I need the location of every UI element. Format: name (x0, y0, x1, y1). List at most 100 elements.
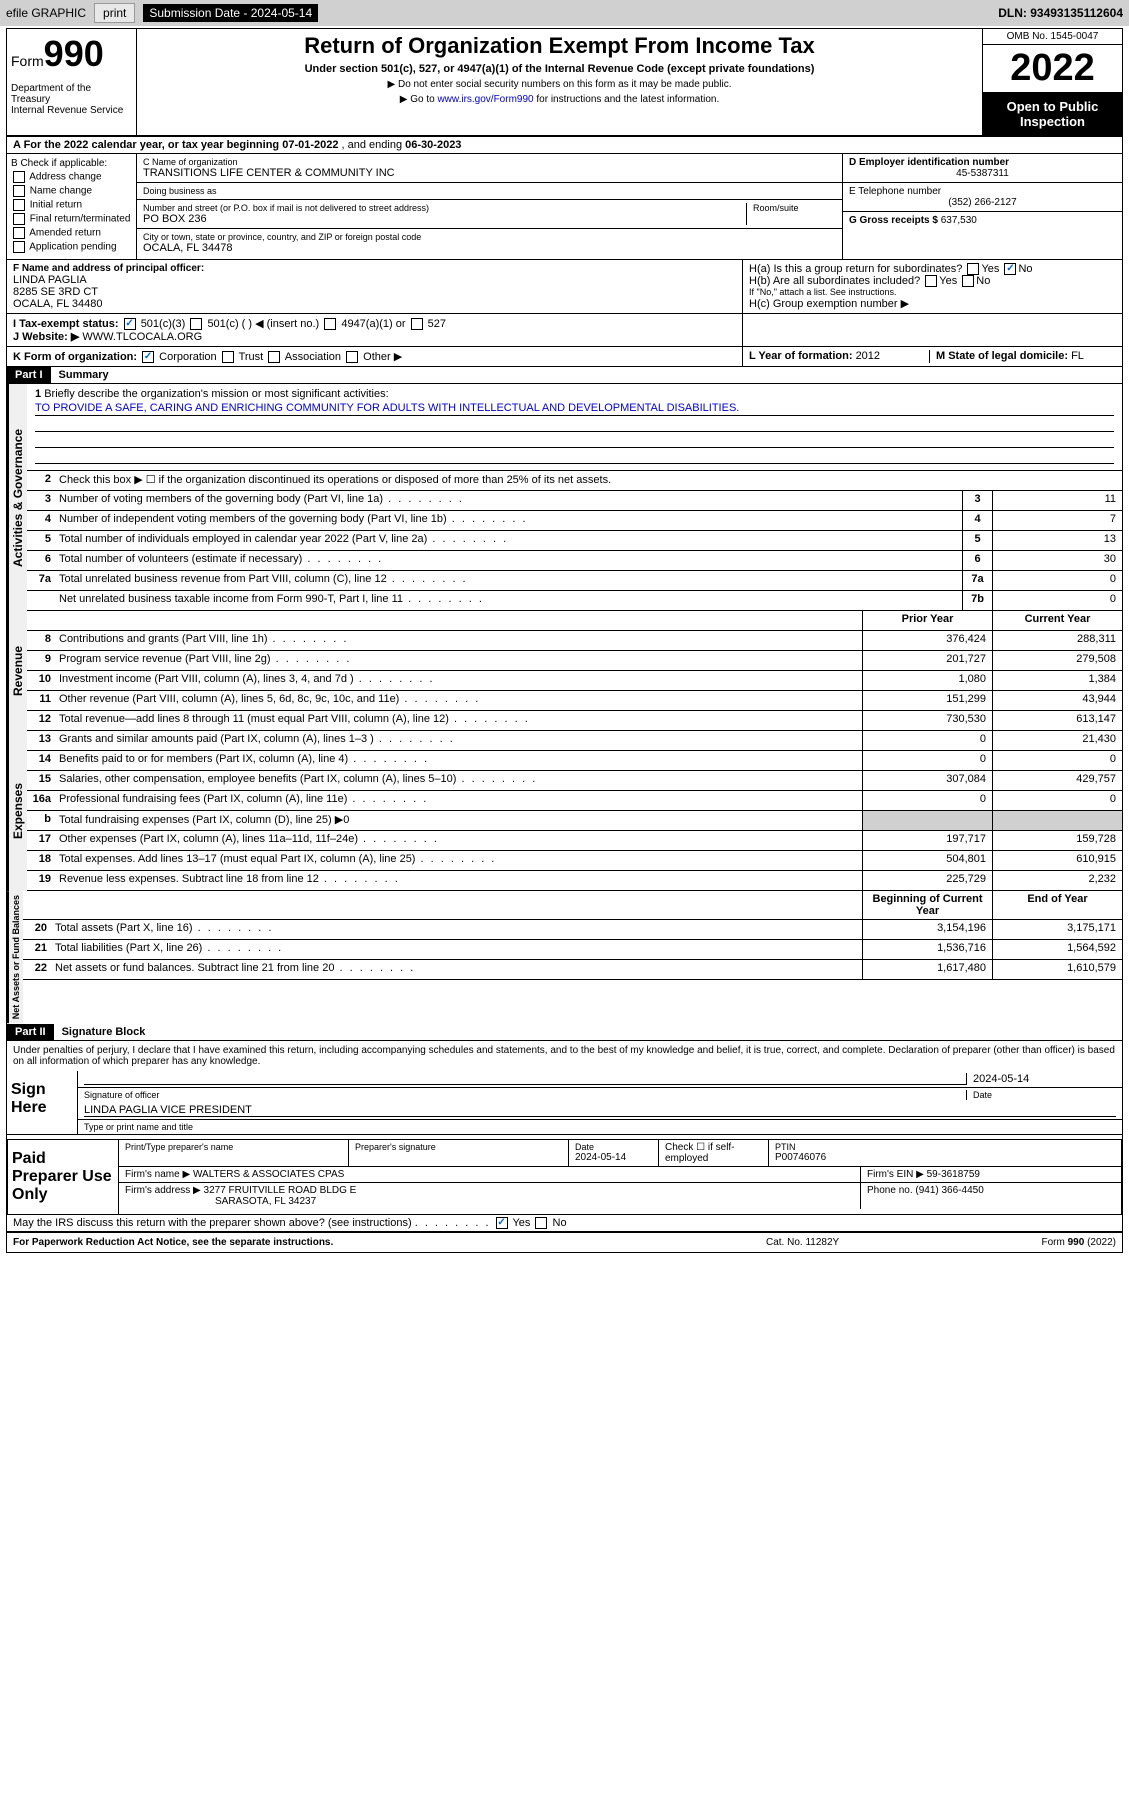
tab-revenue: Revenue (7, 611, 27, 731)
summary-line: 18Total expenses. Add lines 13–17 (must … (27, 851, 1122, 871)
prep-self-emp[interactable]: Check ☐ if self-employed (659, 1140, 769, 1166)
firm-phone-label: Phone no. (867, 1185, 915, 1196)
mission-block: 1 Briefly describe the organization's mi… (27, 384, 1122, 471)
hb: H(b) Are all subordinates included? Yes … (749, 275, 1116, 287)
summary-line: 3Number of voting members of the governi… (27, 491, 1122, 511)
summary-line: 5Total number of individuals employed in… (27, 531, 1122, 551)
tab-expenses: Expenses (7, 731, 27, 891)
dln: DLN: 93493135112604 (998, 6, 1123, 20)
officer-label: F Name and address of principal officer: (13, 263, 204, 274)
ein-value: 45-5387311 (849, 168, 1116, 179)
mission-text: TO PROVIDE A SAFE, CARING AND ENRICHING … (35, 402, 1114, 416)
officer-addr2: OCALA, FL 34480 (13, 298, 736, 310)
note-link: ▶ Go to www.irs.gov/Form990 for instruct… (145, 94, 974, 105)
summary-line: 4Number of independent voting members of… (27, 511, 1122, 531)
summary-line: 12Total revenue—add lines 8 through 11 (… (27, 711, 1122, 731)
cb-initial-return[interactable]: Initial return (11, 199, 132, 211)
summary-line: 15Salaries, other compensation, employee… (27, 771, 1122, 791)
summary-line: bTotal fundraising expenses (Part IX, co… (27, 811, 1122, 831)
form-subtitle: Under section 501(c), 527, or 4947(a)(1)… (145, 63, 974, 75)
section-fh: F Name and address of principal officer:… (7, 260, 1122, 314)
prep-sig-label: Preparer's signature (355, 1142, 562, 1152)
summary-line: 8Contributions and grants (Part VIII, li… (27, 631, 1122, 651)
summary-line: 13Grants and similar amounts paid (Part … (27, 731, 1122, 751)
row-j: J Website: ▶ WWW.TLCOCALA.ORG (13, 330, 736, 343)
part1-na: Net Assets or Fund Balances Beginning of… (7, 891, 1122, 1023)
row-klm: K Form of organization: Corporation Trus… (7, 347, 1122, 367)
type-name-label: Type or print name and title (84, 1122, 1116, 1132)
org-name: TRANSITIONS LIFE CENTER & COMMUNITY INC (143, 167, 836, 179)
summary-line: 16aProfessional fundraising fees (Part I… (27, 791, 1122, 811)
ptin-value: P00746076 (775, 1152, 1115, 1163)
print-button[interactable]: print (94, 3, 135, 23)
part2-badge: Part II (7, 1024, 54, 1040)
summary-line: 9Program service revenue (Part VIII, lin… (27, 651, 1122, 671)
firm-ein: 59-3618759 (927, 1169, 980, 1180)
ha: H(a) Is this a group return for subordin… (749, 263, 1116, 275)
section-de: D Employer identification number45-53873… (842, 154, 1122, 259)
dept-treasury: Department of the Treasury Internal Reve… (11, 83, 132, 116)
part1-title: Summary (51, 367, 117, 383)
dba-label: Doing business as (143, 186, 836, 196)
summary-line: 6Total number of volunteers (estimate if… (27, 551, 1122, 571)
sig-officer-line[interactable] (84, 1079, 966, 1085)
sign-here-block: Sign Here 2024-05-14 Signature of office… (7, 1071, 1122, 1135)
part1-badge: Part I (7, 367, 51, 383)
discuss-row: May the IRS discuss this return with the… (7, 1215, 1122, 1232)
part1-ag: Activities & Governance 1 Briefly descri… (7, 384, 1122, 611)
tab-activities: Activities & Governance (7, 384, 27, 611)
form-number: Form990 (11, 33, 132, 75)
section-b-label: B Check if applicable: (11, 158, 132, 169)
prep-date: 2024-05-14 (575, 1152, 652, 1163)
cb-address-change[interactable]: Address change (11, 171, 132, 183)
form-ref: Form 990 (2022) (966, 1237, 1116, 1248)
line-2: 2Check this box ▶ ☐ if the organization … (27, 471, 1122, 491)
pra-notice: For Paperwork Reduction Act Notice, see … (13, 1237, 766, 1248)
firm-addr-label: Firm's address ▶ (125, 1185, 204, 1196)
summary-line: Net unrelated business taxable income fr… (27, 591, 1122, 611)
part1-header: Part I Summary (7, 367, 1122, 384)
room-label: Room/suite (753, 203, 836, 213)
sig-officer-label: Signature of officer (84, 1090, 966, 1100)
inspection-badge: Open to Public Inspection (983, 93, 1122, 135)
part1-exp: Expenses 13Grants and similar amounts pa… (7, 731, 1122, 891)
tax-year: 2022 (983, 45, 1122, 93)
cb-amended[interactable]: Amended return (11, 227, 132, 239)
row-k: K Form of organization: Corporation Trus… (7, 347, 742, 366)
officer-typed-name: LINDA PAGLIA VICE PRESIDENT (84, 1104, 1116, 1117)
firm-name: WALTERS & ASSOCIATES CPAS (193, 1169, 344, 1180)
gross-value: 637,530 (941, 215, 977, 226)
section-bcdefg: B Check if applicable: Address change Na… (7, 154, 1122, 260)
hc: H(c) Group exemption number ▶ (749, 297, 1116, 310)
cb-name-change[interactable]: Name change (11, 185, 132, 197)
sig-date: 2024-05-14 (973, 1073, 1116, 1085)
tab-netassets: Net Assets or Fund Balances (7, 891, 23, 1023)
submission-date: Submission Date - 2024-05-14 (143, 4, 318, 22)
officer-name: LINDA PAGLIA (13, 274, 736, 286)
efile-label: efile GRAPHIC (6, 6, 86, 20)
row-i: I Tax-exempt status: 501(c)(3) 501(c) ( … (13, 317, 736, 330)
officer-addr1: 8285 SE 3RD CT (13, 286, 736, 298)
part2-header: Part II Signature Block (7, 1024, 1122, 1041)
firm-addr2: SARASOTA, FL 34237 (125, 1196, 316, 1207)
city-value: OCALA, FL 34478 (143, 242, 836, 254)
summary-line: 14Benefits paid to or for members (Part … (27, 751, 1122, 771)
addr-label: Number and street (or P.O. box if mail i… (143, 203, 746, 213)
form-990: Form990 Department of the Treasury Inter… (6, 28, 1123, 1253)
paid-preparer-block: Paid Preparer Use Only Print/Type prepar… (7, 1139, 1122, 1215)
firm-name-label: Firm's name ▶ (125, 1169, 193, 1180)
part1-rev: Revenue Prior YearCurrent Year 8Contribu… (7, 611, 1122, 731)
summary-line: 20Total assets (Part X, line 16)3,154,19… (23, 920, 1122, 940)
row-m: M State of legal domicile: FL (929, 350, 1116, 363)
irs-link[interactable]: www.irs.gov/Form990 (437, 94, 533, 105)
cb-final-return[interactable]: Final return/terminated (11, 213, 132, 225)
ein-label: D Employer identification number (849, 157, 1116, 168)
form-footer: For Paperwork Reduction Act Notice, see … (7, 1232, 1122, 1252)
summary-line: 17Other expenses (Part IX, column (A), l… (27, 831, 1122, 851)
row-ij: I Tax-exempt status: 501(c)(3) 501(c) ( … (7, 314, 1122, 347)
ptin-label: PTIN (775, 1142, 1115, 1152)
cb-app-pending[interactable]: Application pending (11, 241, 132, 253)
prep-name-label: Print/Type preparer's name (125, 1142, 342, 1152)
section-f: F Name and address of principal officer:… (7, 260, 742, 313)
firm-addr1: 3277 FRUITVILLE ROAD BLDG E (204, 1185, 357, 1196)
